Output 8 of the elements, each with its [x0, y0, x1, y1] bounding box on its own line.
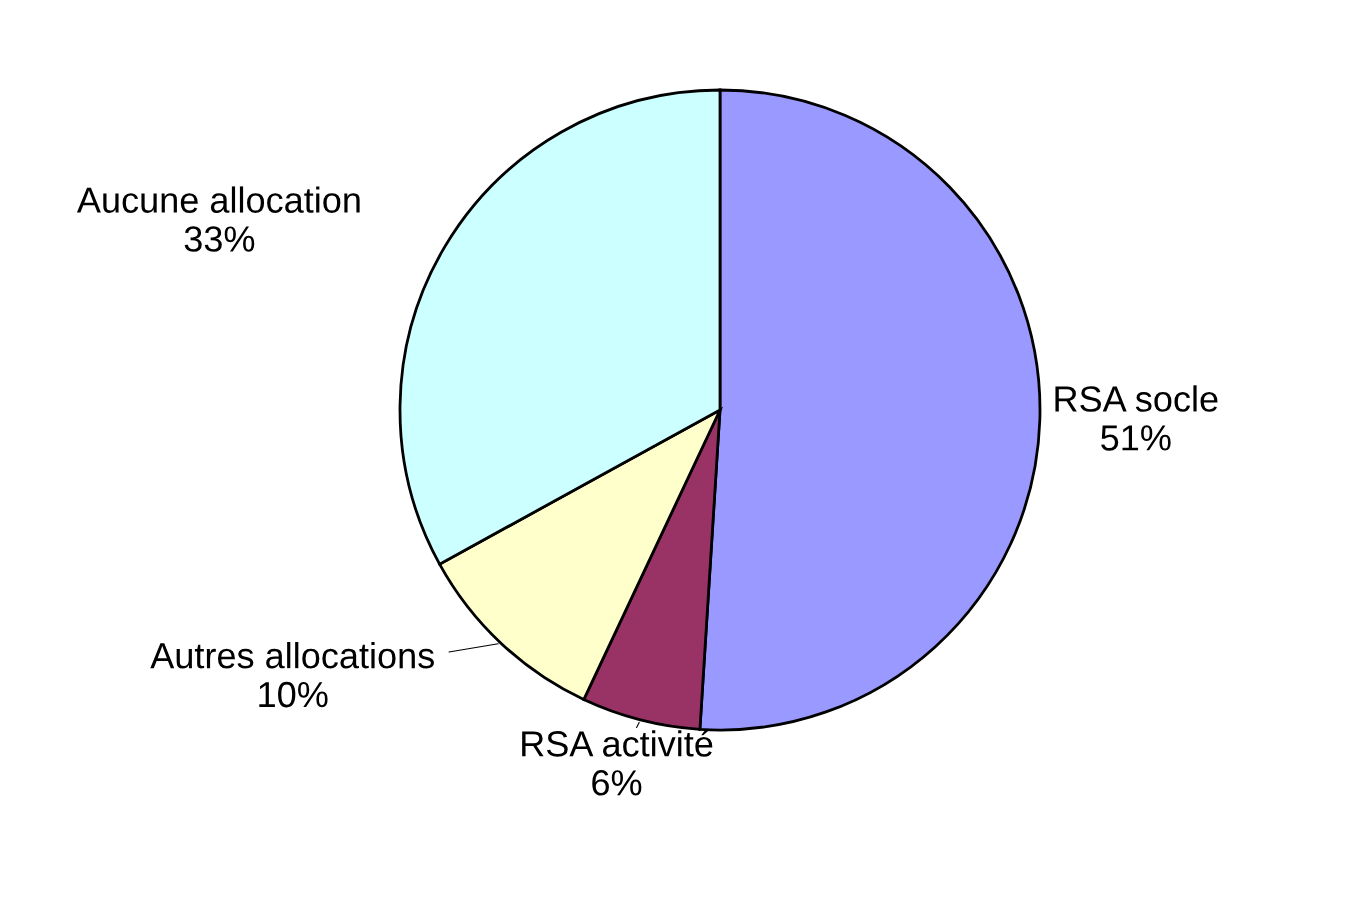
data-label: 6%	[592, 770, 642, 796]
slice-label: Autres allocations	[150, 641, 434, 669]
data-label: 10%	[259, 681, 328, 708]
slice-label: RSA socle	[1055, 385, 1218, 412]
slice-label: RSA activité	[522, 729, 713, 757]
data-label: 33%	[184, 226, 255, 252]
slice-label: Aucune allocation	[76, 186, 360, 213]
data-label: 51%	[1101, 425, 1171, 451]
